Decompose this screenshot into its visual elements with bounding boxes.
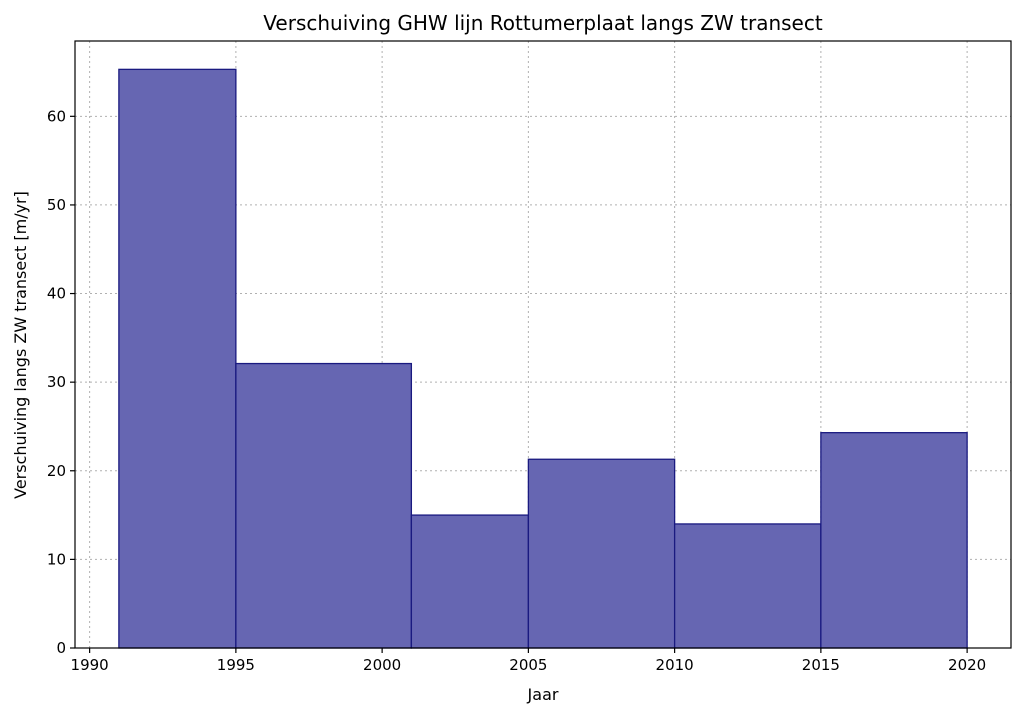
chart-title: Verschuiving GHW lijn Rottumerplaat lang… <box>263 11 823 35</box>
y-tick-label: 60 <box>47 107 66 125</box>
plot-frame <box>74 40 1012 649</box>
bar <box>235 362 413 649</box>
bar <box>673 523 822 649</box>
y-axis: 0 10 20 30 40 50 60 <box>47 107 75 657</box>
y-tick-label: 40 <box>47 285 66 303</box>
x-tick-label: 2020 <box>948 656 986 674</box>
x-tick-label: 1990 <box>71 656 109 674</box>
y-tick-label: 50 <box>47 196 66 214</box>
y-axis-label: Verschuiving langs ZW transect [m/yr] <box>11 191 30 499</box>
x-tick-label: 1995 <box>217 656 255 674</box>
x-tick-label: 2015 <box>802 656 840 674</box>
x-tick-label: 2005 <box>509 656 547 674</box>
y-tick-label: 0 <box>56 639 66 657</box>
x-axis: 1990 1995 2000 2005 2010 2015 2020 <box>71 648 986 674</box>
bar <box>527 458 676 649</box>
bar <box>118 68 237 649</box>
bars <box>118 68 968 649</box>
x-tick-label: 2000 <box>363 656 401 674</box>
y-tick-label: 10 <box>47 550 66 568</box>
y-tick-label: 20 <box>47 462 66 480</box>
y-tick-label: 30 <box>47 373 66 391</box>
bar <box>410 514 530 649</box>
bar <box>820 432 968 649</box>
x-tick-label: 2010 <box>656 656 694 674</box>
x-axis-label: Jaar <box>527 685 559 704</box>
